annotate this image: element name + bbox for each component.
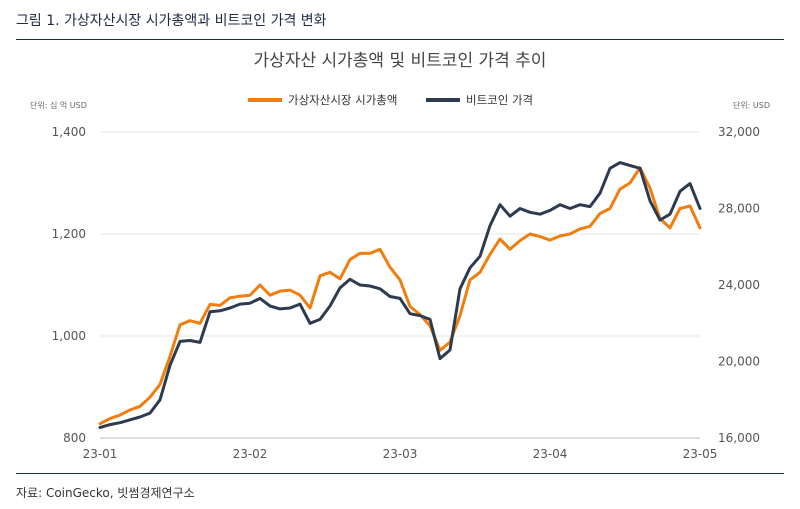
x-tick-label: 23-05 <box>683 447 718 461</box>
x-axis-ticks: 23-01 23-02 23-03 23-04 23-05 <box>83 447 718 461</box>
x-tick-label: 23-02 <box>233 447 268 461</box>
left-tick-label: 1,200 <box>52 227 86 241</box>
left-axis-ticks: 800 1,000 1,200 1,400 <box>52 125 86 445</box>
source-note: 자료: CoinGecko, 빗썸경제연구소 <box>16 486 195 500</box>
x-tick-label: 23-04 <box>533 447 568 461</box>
series-layer <box>98 161 702 429</box>
legend-label-btc: 비트코인 가격 <box>466 93 533 107</box>
chart-title: 가상자산 시가총액 및 비트코인 가격 추이 <box>254 51 547 71</box>
right-tick-label: 28,000 <box>718 202 760 216</box>
left-tick-label: 1,400 <box>52 125 86 139</box>
series-line-market-cap <box>98 166 702 426</box>
x-tick-label: 23-01 <box>83 447 118 461</box>
right-tick-label: 32,000 <box>718 125 760 139</box>
left-axis-unit: 단위: 십 억 USD <box>30 100 87 110</box>
series-line-btc <box>98 161 702 429</box>
right-tick-label: 20,000 <box>718 355 760 369</box>
gridlines <box>100 131 700 337</box>
top-divider <box>16 39 784 40</box>
x-tick-label: 23-03 <box>383 447 418 461</box>
left-tick-label: 800 <box>63 431 86 445</box>
figure-caption: 그림 1. 가상자산시장 시가총액과 비트코인 가격 변화 <box>16 13 327 29</box>
right-tick-label: 16,000 <box>718 431 760 445</box>
bottom-divider <box>16 473 784 474</box>
legend: 가상자산시장 시가총액 비트코인 가격 <box>248 93 533 107</box>
legend-label-market-cap: 가상자산시장 시가총액 <box>288 93 397 107</box>
left-tick-label: 1,000 <box>52 329 86 343</box>
right-tick-label: 24,000 <box>718 278 760 292</box>
line-chart: 가상자산 시가총액 및 비트코인 가격 추이 가상자산시장 시가총액 비트코인 … <box>30 51 770 461</box>
right-axis-ticks: 16,000 20,000 24,000 28,000 32,000 <box>718 125 760 445</box>
right-axis-unit: 단위: USD <box>733 100 770 110</box>
